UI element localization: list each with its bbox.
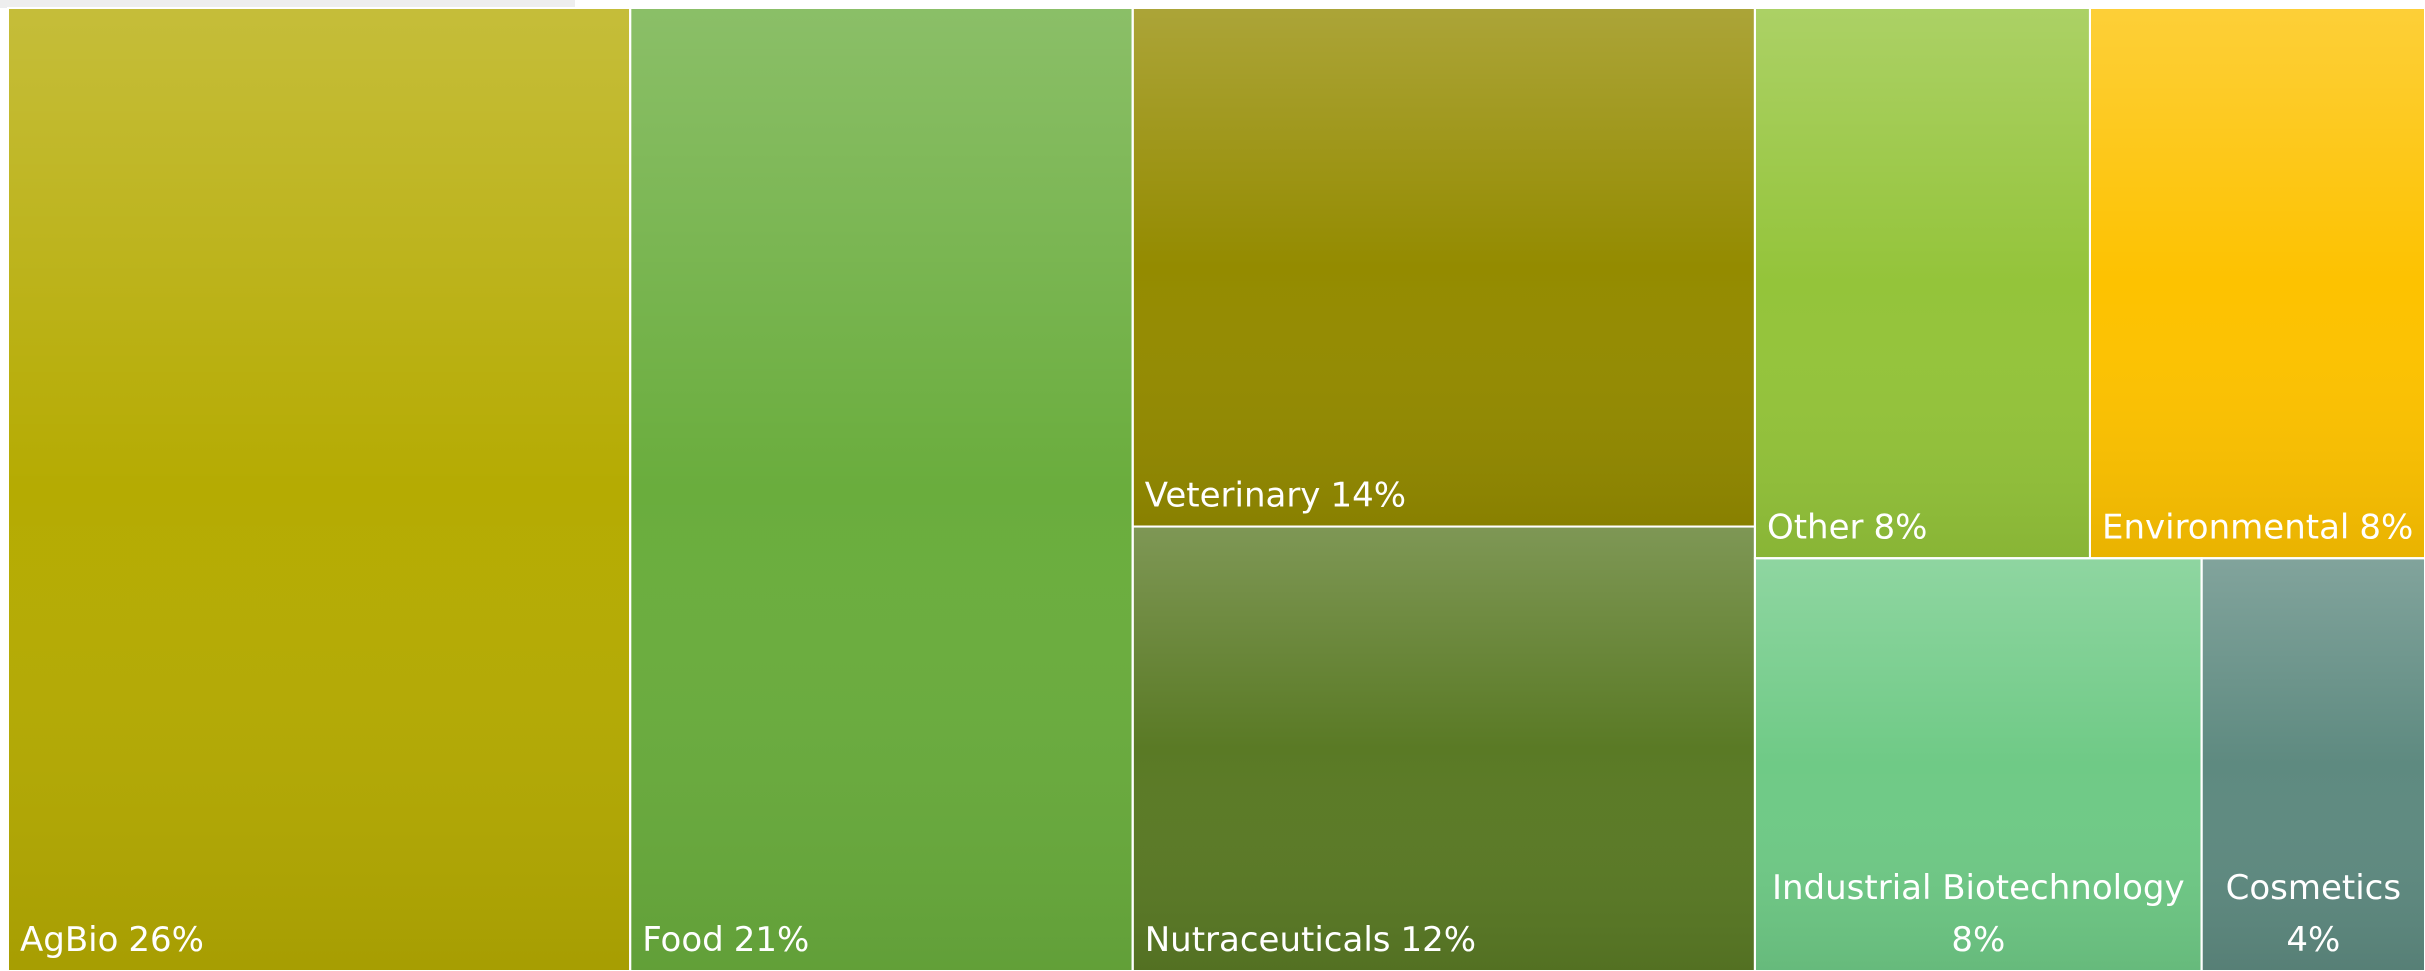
tile-value: 14% bbox=[1330, 476, 1406, 516]
tile-value: 21% bbox=[734, 920, 810, 960]
tile-label: Veterinary 14% bbox=[1145, 476, 1406, 516]
tile-shade bbox=[2088, 7, 2425, 560]
tile-label: Nutraceuticals 12% bbox=[1145, 920, 1476, 960]
tile-category: Environmental bbox=[2102, 507, 2349, 547]
tile-label: Environmental 8% bbox=[2102, 507, 2413, 547]
tile-category: AgBio bbox=[20, 920, 118, 960]
tile-shade bbox=[7, 7, 632, 971]
tile-label: AgBio 26% bbox=[20, 920, 204, 960]
tile-shade bbox=[1753, 7, 2091, 560]
tile-shade bbox=[629, 7, 1134, 971]
tile-value: 26% bbox=[128, 920, 204, 960]
tile-category: Nutraceuticals bbox=[1145, 920, 1391, 960]
top-strip bbox=[0, 0, 575, 8]
tile-category: Food bbox=[642, 920, 724, 960]
tile-value: 12% bbox=[1401, 920, 1477, 960]
tile-shade bbox=[2200, 557, 2425, 971]
tile-category: Industrial Biotechnology bbox=[1772, 868, 2185, 908]
tile-category: Other bbox=[1767, 507, 1864, 547]
tile-category: Veterinary bbox=[1145, 476, 1321, 516]
tile-shade bbox=[1131, 7, 1756, 528]
tile-value: 8% bbox=[2359, 507, 2413, 547]
tile-value: 8% bbox=[1873, 507, 1927, 547]
tile-value: 4% bbox=[2286, 920, 2340, 960]
tile-shade bbox=[1753, 557, 2203, 971]
tile-category: Cosmetics bbox=[2226, 868, 2401, 908]
tile-label: Food 21% bbox=[642, 920, 809, 960]
tile-label: Other 8% bbox=[1767, 507, 1928, 547]
tile-value: 8% bbox=[1951, 920, 2005, 960]
tile-shade bbox=[1131, 525, 1756, 971]
